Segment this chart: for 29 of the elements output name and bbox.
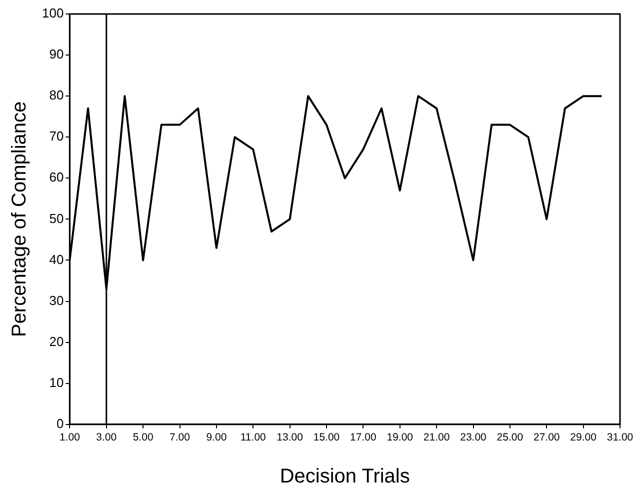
y-tick-label: 60 (49, 170, 64, 185)
x-tick-label: 23.00 (460, 432, 487, 444)
x-tick-label: 27.00 (533, 432, 560, 444)
x-tick-label: 5.00 (132, 432, 154, 444)
y-tick-label: 90 (49, 46, 64, 62)
y-tick-label: 80 (49, 88, 64, 103)
x-tick-label: 11.00 (240, 432, 266, 444)
x-tick-label: 29.00 (570, 432, 597, 444)
y-tick-label: 40 (49, 252, 64, 267)
y-tick-label: 50 (49, 210, 64, 226)
x-tick-label: 3.00 (96, 432, 117, 444)
y-tick-label: 30 (49, 292, 64, 308)
x-tick-label: 19.00 (386, 432, 414, 444)
y-tick-label: 70 (49, 128, 64, 144)
x-tick-label: 13.00 (276, 432, 304, 444)
x-tick-label: 25.00 (496, 432, 524, 444)
x-tick-label: 17.00 (350, 432, 376, 444)
x-tick-label: 21.00 (423, 432, 450, 444)
x-tick-label: 9.00 (206, 432, 227, 444)
y-tick-label: 10 (49, 374, 64, 390)
y-tick-label: 20 (49, 334, 64, 349)
x-tick-label: 31.00 (606, 432, 634, 444)
y-tick-label: 0 (56, 416, 64, 431)
y-axis-title: Percentage of Compliance (8, 101, 31, 338)
x-tick-label: 7.00 (170, 432, 190, 444)
x-axis-title: Decision Trials (280, 466, 410, 488)
x-tick-label: 15.00 (313, 432, 340, 444)
y-tick-label: 100 (42, 6, 64, 21)
x-tick-label: 1.00 (59, 432, 80, 444)
